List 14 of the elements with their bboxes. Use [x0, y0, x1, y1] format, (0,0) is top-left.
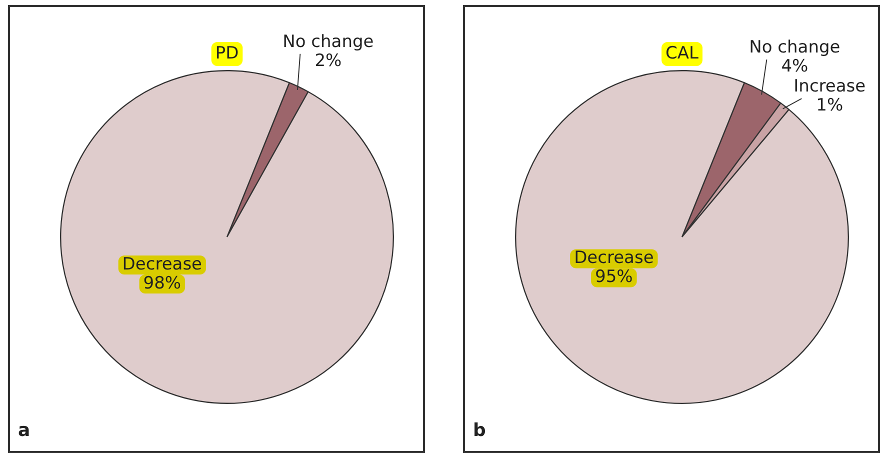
data-label: 1%	[816, 95, 844, 116]
slice-label: Increase	[794, 76, 866, 96]
text: PD	[215, 43, 239, 64]
data-label: 98%	[143, 273, 182, 294]
chart-title: CAL	[666, 43, 700, 64]
slice-label: No change	[282, 32, 374, 52]
slice-label: Decrease	[122, 254, 202, 274]
data-label: 4%	[781, 56, 808, 76]
text: a	[18, 420, 30, 441]
text: b	[473, 420, 486, 441]
slice-label: Decrease	[574, 248, 654, 268]
slice-label: No change	[749, 37, 840, 58]
data-label: 95%	[595, 267, 633, 288]
data-label: 2%	[314, 50, 342, 71]
